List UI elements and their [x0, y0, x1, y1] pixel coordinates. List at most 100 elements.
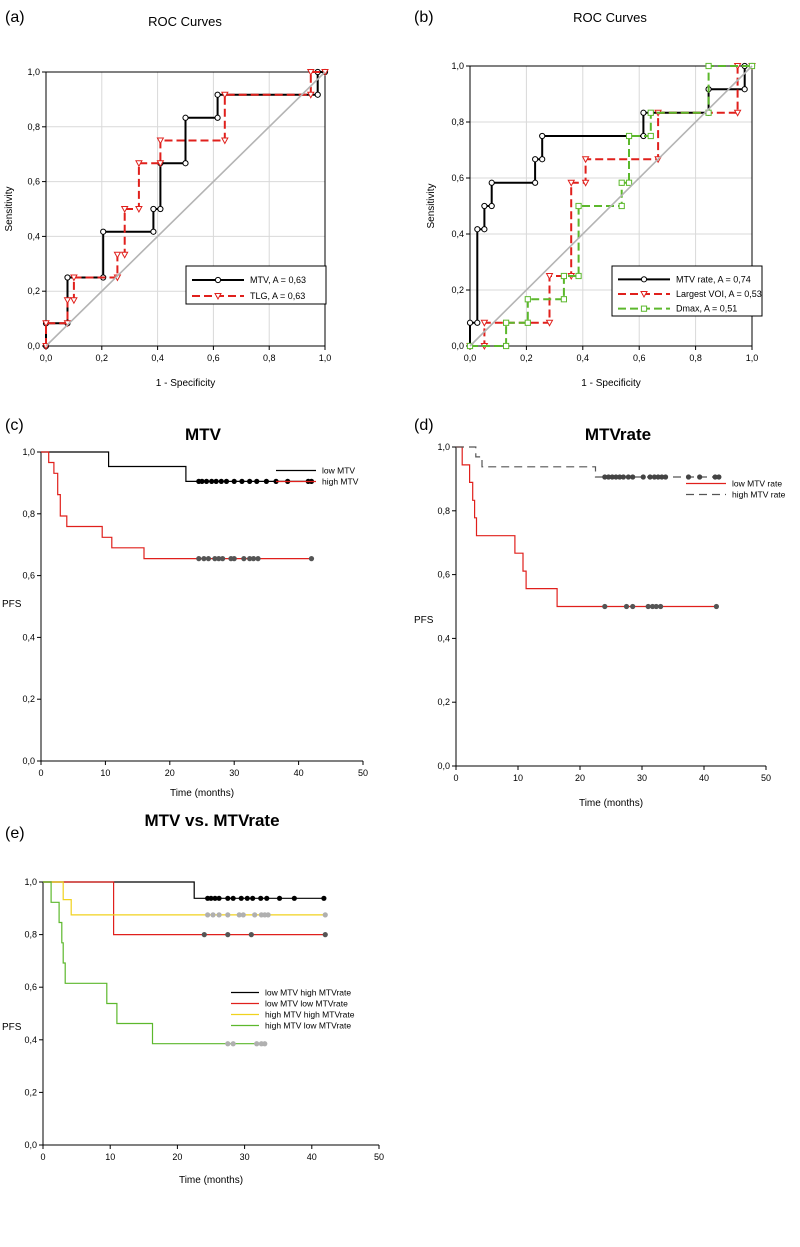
- censor-mark: [625, 474, 631, 480]
- data-point: [618, 179, 625, 186]
- data-point: [581, 179, 590, 187]
- censor-mark: [250, 556, 257, 562]
- censor-mark: [216, 556, 222, 562]
- legend-label: high MTV rate: [732, 490, 786, 500]
- censor-mark: [602, 603, 608, 610]
- x-tick-label: 40: [294, 768, 304, 778]
- censor-mark: [225, 912, 231, 918]
- x-tick-label: 0,6: [633, 353, 646, 363]
- x-tick-label: 0,8: [689, 353, 702, 363]
- series-largest-voi-a-0-53: [466, 63, 756, 351]
- x-tick-label: 0,4: [151, 353, 164, 363]
- x-tick-label: 10: [513, 773, 523, 783]
- data-point: [135, 160, 143, 168]
- series-low-mtv-low-mtvrate: [43, 881, 328, 938]
- data-point: [214, 114, 221, 121]
- legend-label: low MTV low MTVrate: [265, 999, 348, 1009]
- censor-mark: [201, 556, 207, 562]
- y-tick-label: 0,0: [437, 761, 450, 771]
- series-line: [456, 446, 717, 608]
- legend-label: low MTV: [322, 466, 355, 476]
- censor-mark: [212, 895, 218, 901]
- chart-title: MTVrate: [585, 425, 651, 444]
- censor-mark: [264, 895, 270, 901]
- legend-label: low MTV high MTVrate: [265, 988, 351, 998]
- x-tick-label: 1,0: [746, 353, 759, 363]
- data-point: [306, 69, 315, 77]
- series-line: [45, 71, 326, 347]
- censor-mark: [617, 474, 623, 480]
- censor-mark: [613, 474, 619, 480]
- data-point: [150, 228, 157, 235]
- y-axis-label: PFS: [2, 1022, 22, 1033]
- y-tick-label: 0,2: [437, 697, 450, 707]
- x-tick-label: 0,2: [96, 353, 109, 363]
- censor-mark: [712, 474, 718, 480]
- panel-label: (e): [5, 825, 25, 842]
- censor-mark: [258, 895, 264, 901]
- data-point: [705, 62, 712, 70]
- censor-mark: [630, 474, 636, 480]
- y-tick-label: 0,8: [437, 506, 450, 516]
- data-point: [156, 160, 165, 168]
- censor-mark: [244, 895, 250, 901]
- censor-mark: [240, 912, 246, 918]
- censor-mark: [238, 895, 244, 901]
- censor-mark: [230, 895, 236, 901]
- legend-label: TLG, A = 0,63: [250, 291, 305, 301]
- data-point: [560, 272, 568, 280]
- plot-frame: [469, 65, 753, 347]
- series-high-mtv: [41, 451, 315, 562]
- data-point: [502, 319, 510, 326]
- series-low-mtv: [41, 451, 315, 484]
- legend-label: Largest VOI, A = 0,53: [676, 289, 762, 299]
- censor-mark: [623, 603, 630, 610]
- data-point: [182, 114, 189, 121]
- censor-mark: [196, 556, 202, 562]
- data-point: [575, 272, 582, 280]
- censor-mark: [609, 474, 615, 480]
- series-low-mtv-high-mtvrate: [43, 881, 327, 901]
- x-tick-label: 0,4: [577, 353, 590, 363]
- censor-mark: [223, 478, 230, 484]
- data-point: [481, 226, 488, 233]
- panel-label: (b): [414, 9, 434, 26]
- y-tick-label: 0,8: [451, 117, 464, 127]
- series-high-mtv-rate: [456, 446, 722, 480]
- legend-label: high MTV low MTVrate: [265, 1021, 351, 1031]
- legend-label: MTV, A = 0,63: [250, 275, 306, 285]
- y-tick-label: 0,6: [27, 177, 40, 187]
- censor-mark: [649, 603, 656, 610]
- y-tick-label: 0,4: [437, 633, 450, 643]
- censor-mark: [662, 474, 669, 480]
- censor-mark: [230, 1041, 236, 1047]
- y-tick-label: 0,6: [437, 570, 450, 580]
- legend-marker: [640, 276, 648, 283]
- censor-mark: [208, 895, 214, 901]
- x-tick-label: 10: [105, 1152, 115, 1162]
- censor-mark: [210, 912, 216, 918]
- x-axis-label: 1 - Specificity: [581, 378, 640, 389]
- y-tick-label: 0,2: [24, 1087, 37, 1097]
- y-tick-label: 0,4: [24, 1035, 37, 1045]
- x-tick-label: 0,0: [464, 353, 477, 363]
- series-line: [469, 65, 753, 347]
- censor-mark: [658, 603, 664, 610]
- series-reference: [45, 71, 326, 347]
- x-tick-label: 30: [240, 1152, 250, 1162]
- censor-mark: [602, 474, 608, 480]
- legend-marker: [214, 276, 222, 284]
- data-point: [618, 202, 625, 210]
- data-point: [502, 342, 510, 350]
- censor-mark: [205, 912, 211, 918]
- censor-mark: [713, 603, 720, 610]
- data-point: [474, 226, 481, 233]
- censor-mark: [322, 912, 328, 918]
- x-tick-label: 30: [637, 773, 647, 783]
- x-tick-label: 0,8: [263, 353, 276, 363]
- censor-mark: [236, 912, 242, 918]
- data-point: [539, 156, 546, 163]
- censor-mark: [630, 603, 636, 610]
